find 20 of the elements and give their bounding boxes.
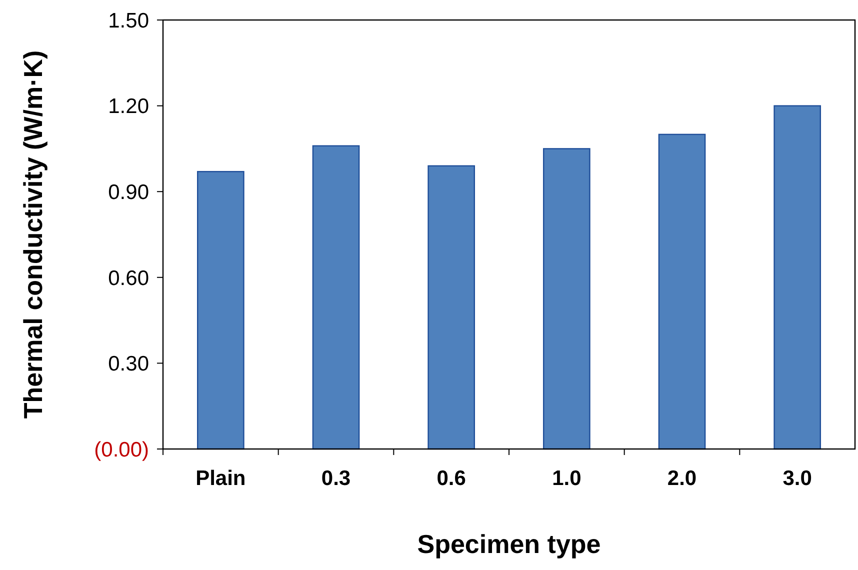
bar <box>197 170 244 450</box>
x-tick-label: 2.0 <box>667 467 697 490</box>
y-tick-label: 0.30 <box>108 352 149 376</box>
y-tick-label: 0.60 <box>108 266 149 290</box>
bar <box>428 165 475 450</box>
bar <box>312 145 360 450</box>
y-tick-label: 0.90 <box>108 180 149 204</box>
y-tick-label: 1.20 <box>108 95 149 118</box>
y-tick-label: 1.50 <box>108 9 149 32</box>
x-tick-label: 3.0 <box>782 467 812 490</box>
y-axis-title: Thermal conductivity (W/m·K) <box>18 50 48 419</box>
x-tick-label: 1.0 <box>552 467 582 490</box>
bar <box>658 134 706 450</box>
x-tick-label: Plain <box>196 467 246 490</box>
x-tick-label: 0.3 <box>321 467 351 490</box>
y-tick-label: (0.00) <box>94 438 149 462</box>
bar <box>774 105 821 450</box>
x-tick-label: 0.6 <box>436 467 466 490</box>
bar <box>543 148 590 450</box>
x-axis-title: Specimen type <box>417 529 601 559</box>
